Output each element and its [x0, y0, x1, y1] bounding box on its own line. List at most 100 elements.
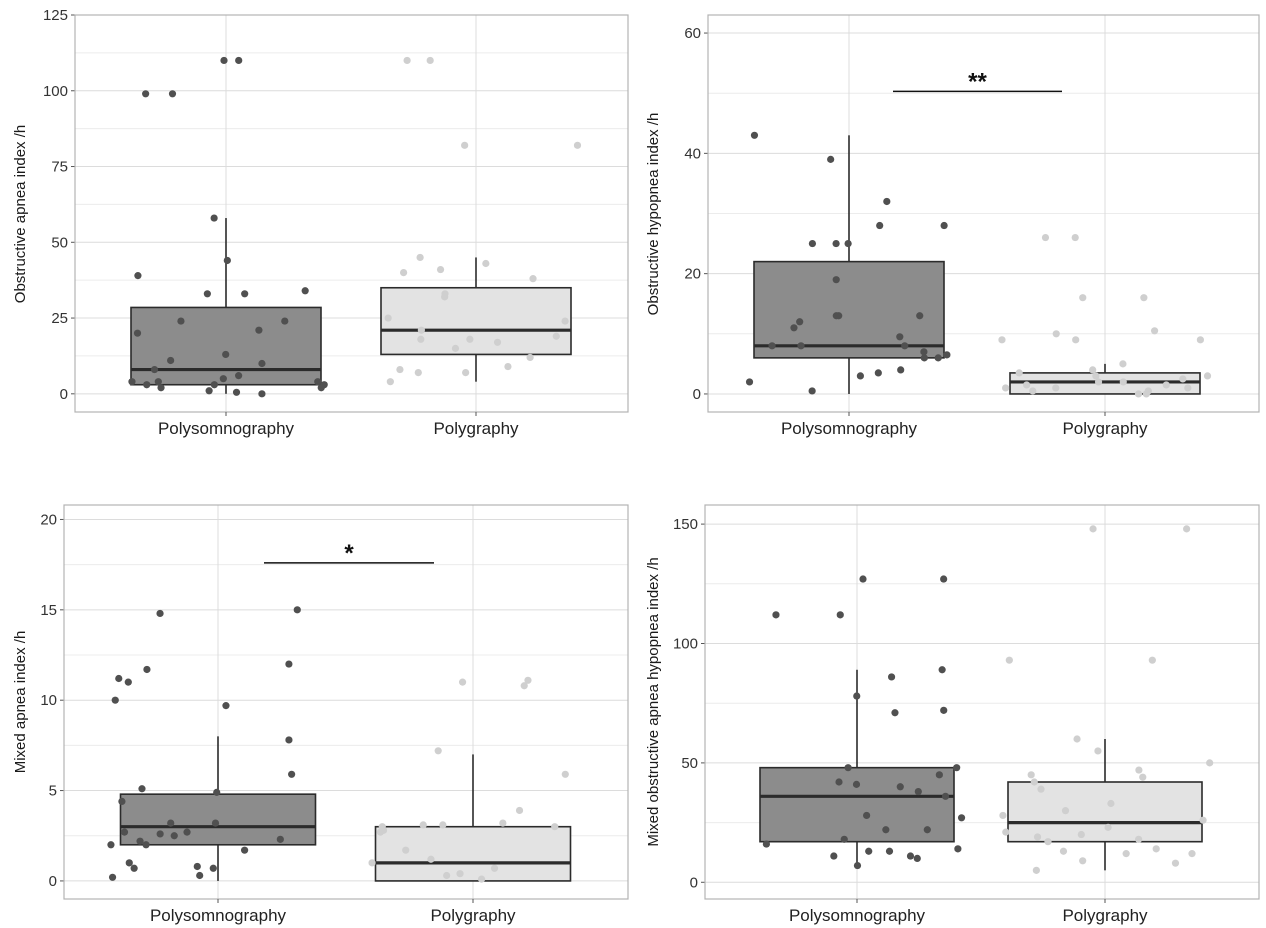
data-point: [427, 855, 435, 863]
data-point: [887, 673, 896, 681]
data-point: [419, 821, 427, 829]
data-point: [856, 372, 864, 380]
data-point: [211, 819, 220, 827]
data-point: [940, 575, 948, 583]
data-point: [561, 317, 569, 325]
data-point: [456, 870, 464, 878]
data-point: [482, 259, 490, 268]
data-point: [293, 606, 301, 614]
data-point: [209, 864, 217, 872]
y-tick-label: 50: [51, 234, 68, 251]
data-point: [416, 253, 424, 262]
data-point: [998, 336, 1006, 344]
data-point: [368, 859, 376, 867]
data-point: [853, 692, 861, 700]
data-point: [142, 90, 150, 98]
data-point: [1089, 366, 1097, 374]
data-point: [1001, 384, 1010, 392]
y-tick-label: 20: [40, 511, 57, 528]
data-point: [1104, 823, 1112, 831]
data-point: [493, 338, 502, 346]
data-point: [853, 861, 862, 870]
data-point: [157, 384, 165, 392]
data-point: [235, 372, 243, 380]
data-point: [1002, 828, 1010, 836]
panel-obstructive-hypopnea-index: 0 20 40 60 Polysomnography Polygraphy ** Obstru…: [645, 14, 1260, 438]
data-point: [1094, 747, 1102, 755]
x-tick-label: Polygraphy: [433, 419, 519, 438]
data-point: [938, 666, 946, 674]
panel-obstructive-apnea-index: 0 25 50 75 100 125 Polysomnography Polygraphy Ob…: [12, 7, 629, 438]
data-point: [458, 678, 467, 686]
data-point: [832, 239, 840, 248]
y-tick-label: 150: [673, 516, 698, 533]
data-point: [1061, 807, 1070, 815]
data-point: [1134, 390, 1143, 398]
data-point: [891, 709, 899, 717]
box-polygraphy: [374, 825, 572, 882]
data-point: [808, 239, 817, 248]
data-point: [1027, 771, 1035, 779]
data-point: [1152, 845, 1160, 853]
data-point: [1196, 336, 1204, 344]
data-point: [874, 369, 882, 377]
data-point: [128, 378, 136, 386]
data-point: [288, 770, 296, 778]
data-point: [376, 828, 385, 836]
data-point: [1107, 799, 1115, 808]
panel-border: [74, 14, 629, 413]
data-point: [402, 846, 410, 854]
data-point: [865, 847, 873, 855]
data-point: [920, 354, 928, 362]
data-point: [1029, 387, 1037, 395]
data-point: [941, 792, 950, 800]
data-point: [796, 318, 804, 326]
data-point: [1041, 233, 1050, 242]
y-tick-label: 0: [690, 874, 698, 891]
panel-mixed-apnea-index: 0 5 10 15 20 Polysomnography Polygraphy * Mixed …: [12, 504, 629, 925]
data-point: [203, 290, 211, 298]
data-point: [477, 875, 486, 883]
data-point: [183, 828, 191, 836]
data-point: [1142, 390, 1150, 398]
data-point: [790, 324, 798, 332]
data-point: [466, 335, 474, 343]
data-point: [832, 312, 840, 320]
y-tick-label: 5: [49, 783, 57, 800]
data-point: [1044, 838, 1052, 846]
data-point: [108, 873, 117, 881]
data-point: [143, 665, 151, 674]
data-point: [210, 381, 218, 389]
data-point: [133, 329, 142, 337]
y-tick-label: 10: [40, 692, 57, 709]
data-point: [107, 841, 115, 849]
data-point: [258, 390, 266, 398]
data-point: [138, 785, 146, 793]
data-point: [136, 837, 144, 845]
data-point: [1148, 656, 1156, 664]
data-point: [552, 332, 560, 340]
data-point: [443, 871, 451, 880]
box-polysomnography: [130, 306, 322, 386]
data-point: [954, 845, 962, 853]
data-point: [526, 353, 534, 362]
data-point: [403, 56, 411, 65]
data-point: [808, 387, 816, 395]
data-point: [281, 317, 289, 325]
data-point: [205, 387, 213, 395]
data-point: [124, 678, 132, 686]
data-point: [1162, 381, 1170, 389]
y-tick-label: 25: [51, 310, 68, 327]
data-point: [417, 335, 425, 343]
data-point: [916, 312, 924, 320]
data-point: [301, 287, 309, 295]
data-point: [118, 797, 126, 806]
data-point: [551, 823, 559, 831]
data-point: [1206, 759, 1214, 767]
data-point: [210, 214, 218, 222]
data-point: [223, 256, 231, 265]
data-point: [222, 702, 230, 710]
data-point: [156, 609, 164, 618]
data-point: [515, 806, 524, 815]
